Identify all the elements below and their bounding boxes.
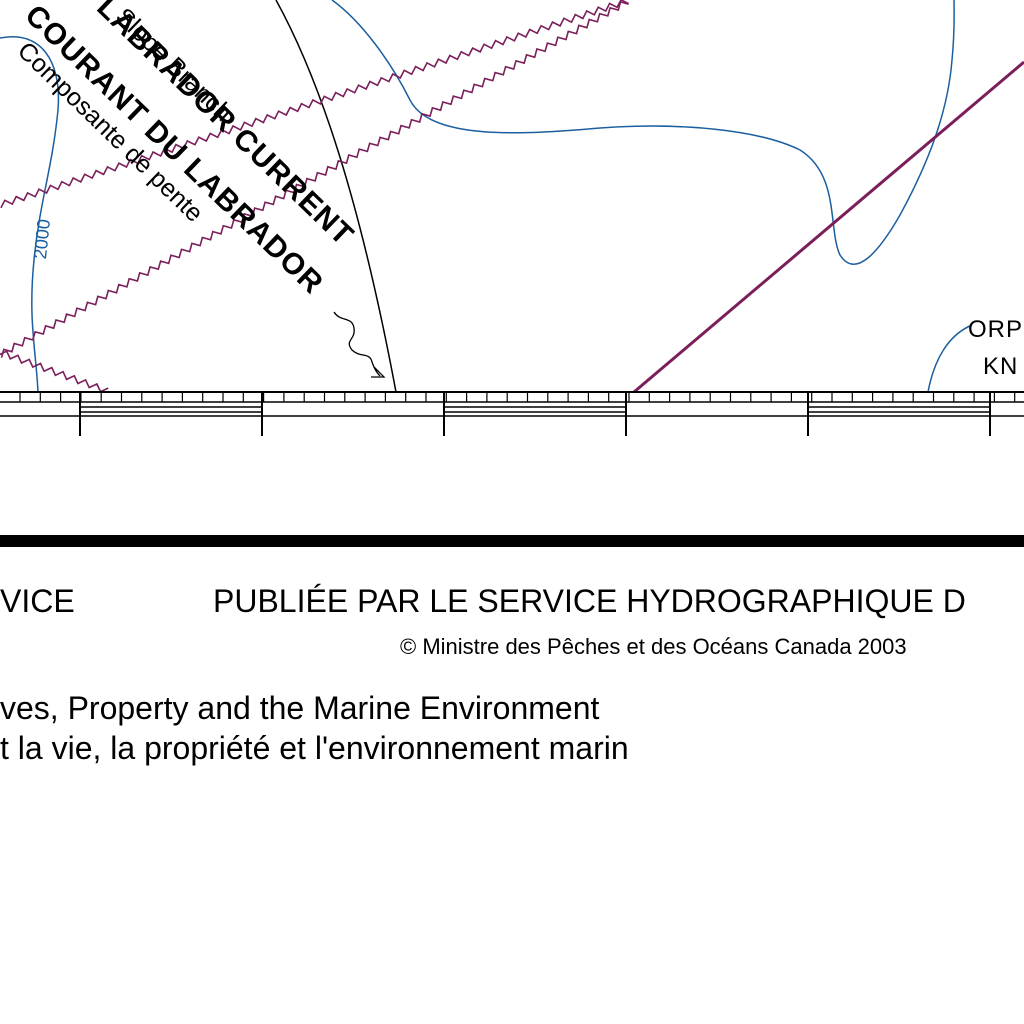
copyright-notice: © Ministre des Pêches et des Océans Cana…	[400, 634, 907, 659]
publisher-right: PUBLIÉE PAR LE SERVICE HYDROGRAPHIQUE D	[213, 583, 966, 619]
wavy-boundary-lines	[0, 0, 629, 393]
meridian-line	[275, 0, 397, 393]
wavy-boundary-line	[0, 350, 109, 393]
arrow-head	[371, 366, 386, 378]
depth-contour-left	[0, 36, 60, 393]
scale-bar	[0, 391, 1024, 436]
wavy-boundary-line	[0, 0, 629, 358]
depth-contour-right	[927, 324, 973, 393]
motto-en: ves, Property and the Marine Environment	[0, 690, 600, 726]
boundary-line-straight	[633, 60, 1024, 394]
depth-contour-label: 2000	[30, 218, 55, 261]
feature-label-line1: ORP	[968, 316, 1024, 343]
motto-fr: t la vie, la propriété et l'environnemen…	[0, 730, 629, 766]
squiggle-arrow	[333, 311, 381, 377]
publisher-left: VICE	[0, 583, 75, 619]
feature-label-line2: KN	[983, 353, 1019, 380]
footer-rule	[0, 535, 1024, 547]
wavy-boundary-line	[0, 0, 629, 209]
depth-contour-main	[331, 0, 955, 265]
